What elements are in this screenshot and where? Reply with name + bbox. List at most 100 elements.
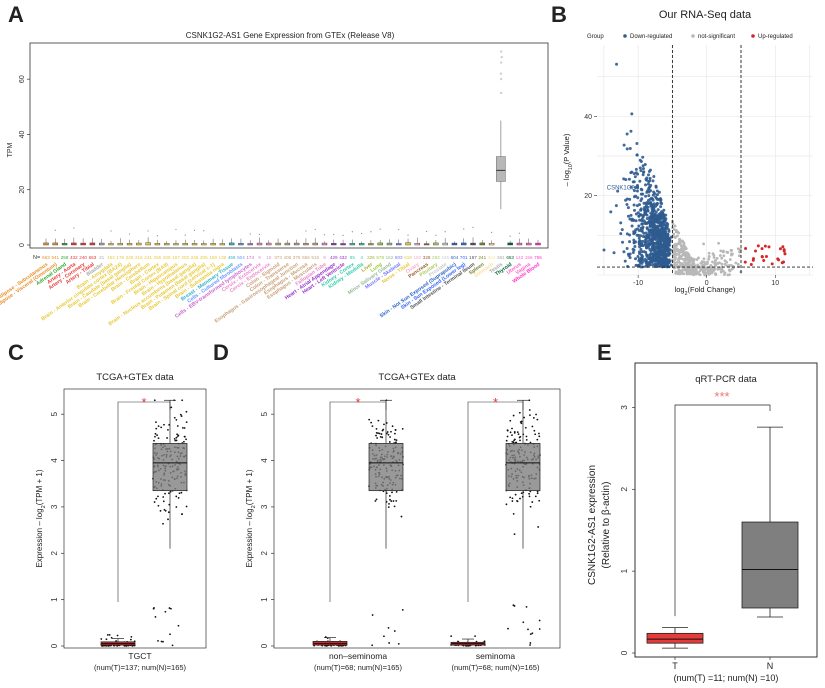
point-ns <box>728 258 732 261</box>
point-down <box>641 227 645 231</box>
data-point <box>162 496 165 498</box>
point-down <box>648 202 652 206</box>
point-down <box>661 257 665 261</box>
data-point <box>173 437 176 440</box>
data-point <box>395 441 397 444</box>
data-point <box>514 493 517 496</box>
point-down <box>638 166 642 170</box>
category-label: non–seminoma <box>329 651 387 661</box>
sample-size-label: (num(T)=68; num(N)=165) <box>314 663 402 672</box>
point-down <box>653 219 657 223</box>
point-ns <box>738 250 741 254</box>
point-ns <box>713 261 717 265</box>
n-value: 215 <box>135 255 143 260</box>
y-tick-label: 2 <box>260 550 269 555</box>
significance-marker: *** <box>714 389 729 404</box>
data-point <box>378 432 381 435</box>
data-point <box>153 399 156 402</box>
data-point <box>154 616 157 618</box>
point-down <box>659 211 663 215</box>
point-down <box>642 250 646 254</box>
outlier <box>490 231 493 233</box>
data-point <box>385 432 388 435</box>
box <box>321 242 328 246</box>
box <box>479 242 486 246</box>
outlier <box>499 72 502 75</box>
point-down <box>666 248 670 252</box>
data-point <box>183 435 186 438</box>
point-down <box>615 62 619 66</box>
outlier <box>370 231 372 233</box>
box <box>228 242 235 246</box>
point-down <box>644 183 648 187</box>
data-point <box>505 503 508 506</box>
point-ns <box>689 266 693 270</box>
y-axis-label: TPM <box>7 142 14 157</box>
data-point <box>376 437 379 439</box>
legend-swatch <box>623 34 627 38</box>
point-down <box>660 226 664 230</box>
point-down <box>661 254 665 258</box>
data-point <box>528 409 531 411</box>
point-down <box>641 173 645 177</box>
box <box>496 156 506 182</box>
plot-area <box>29 42 549 249</box>
data-point <box>129 638 132 641</box>
point-down <box>631 180 635 184</box>
data-point <box>181 513 183 516</box>
outlier <box>54 229 56 231</box>
sample-size-label: (num(T) =11; num(N) =10) <box>674 673 779 683</box>
data-point <box>522 621 525 624</box>
box <box>152 443 188 492</box>
point-down <box>636 227 640 231</box>
point-down <box>620 228 624 232</box>
point-down <box>602 248 606 252</box>
panel-label-a: A <box>8 2 24 27</box>
point-ns <box>711 252 715 256</box>
n-value: 176 <box>116 255 124 260</box>
plot-area <box>597 45 813 275</box>
point-down <box>652 249 656 253</box>
y-tick-label: 5 <box>260 411 269 416</box>
category-label: N <box>767 661 774 671</box>
n-value: 4 <box>360 255 363 260</box>
outlier <box>361 232 363 235</box>
box <box>210 243 216 246</box>
data-point <box>511 434 513 437</box>
point-ns <box>694 268 698 272</box>
point-ns <box>673 252 677 256</box>
y-tick-label: 1 <box>619 569 629 574</box>
point-down <box>609 210 613 214</box>
n-value: 432 <box>70 255 78 260</box>
data-point <box>185 438 187 441</box>
n-value: 406 <box>284 255 292 260</box>
data-point <box>387 433 390 436</box>
n-value: 375 <box>293 255 301 260</box>
outlier <box>398 228 400 231</box>
point-down <box>612 251 616 255</box>
n-value: 241 <box>144 255 152 260</box>
point-down <box>640 242 644 246</box>
data-point <box>181 399 184 402</box>
n-value: 555 <box>302 255 310 260</box>
point-down <box>646 209 650 213</box>
point-up <box>760 247 764 251</box>
box <box>340 243 346 246</box>
data-point <box>528 495 531 498</box>
point-ns <box>685 261 688 265</box>
point-up <box>751 258 755 262</box>
point-down <box>625 147 629 151</box>
box <box>535 242 541 246</box>
point-ns <box>681 268 685 272</box>
point-down <box>619 221 623 225</box>
point-down <box>633 231 637 235</box>
point-ns <box>675 261 679 264</box>
data-point <box>450 635 453 637</box>
data-point <box>155 421 157 424</box>
n-value: 255 <box>154 255 162 260</box>
point-up <box>762 259 766 263</box>
outlier <box>314 228 316 230</box>
point-ns <box>682 252 686 256</box>
data-point <box>519 421 522 423</box>
n-value: 10 <box>266 255 272 260</box>
